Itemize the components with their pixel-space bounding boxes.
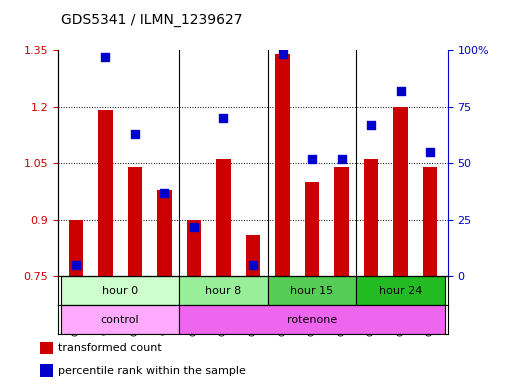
Point (278, 51, 286, 58)
Bar (275, 54, 289, 276)
Bar (179, 276, 267, 305)
Bar (245, 235, 260, 276)
Point (366, 122, 374, 128)
Text: rotenone: rotenone (286, 314, 336, 325)
Text: hour 24: hour 24 (378, 286, 422, 296)
Bar (157, 190, 172, 276)
Point (160, 190, 168, 196)
Text: GDS5341 / ILMN_1239627: GDS5341 / ILMN_1239627 (61, 13, 242, 27)
Bar (186, 220, 201, 276)
Bar (356, 276, 444, 305)
Text: hour 15: hour 15 (290, 286, 333, 296)
Bar (61, 276, 179, 305)
Bar (216, 159, 230, 276)
Point (248, 262, 257, 268)
Bar (61, 305, 179, 334)
Point (101, 54, 109, 60)
Text: hour 8: hour 8 (205, 286, 241, 296)
Text: transformed count: transformed count (58, 343, 162, 353)
Text: control: control (100, 314, 139, 325)
Bar (98, 110, 113, 276)
Point (131, 131, 139, 137)
Point (308, 156, 316, 162)
Point (337, 156, 345, 162)
Point (72, 262, 80, 268)
Point (219, 115, 227, 121)
Point (396, 88, 404, 94)
Bar (267, 276, 356, 305)
Bar (304, 182, 319, 276)
Bar (422, 167, 437, 276)
Text: percentile rank within the sample: percentile rank within the sample (58, 366, 245, 376)
Bar (333, 167, 348, 276)
Bar (40, 342, 53, 354)
Bar (127, 167, 142, 276)
Text: hour 0: hour 0 (102, 286, 138, 296)
Bar (40, 364, 53, 376)
Point (425, 149, 433, 155)
Bar (363, 159, 378, 276)
Bar (392, 107, 407, 276)
Bar (68, 220, 83, 276)
Point (189, 223, 197, 230)
Bar (179, 305, 444, 334)
